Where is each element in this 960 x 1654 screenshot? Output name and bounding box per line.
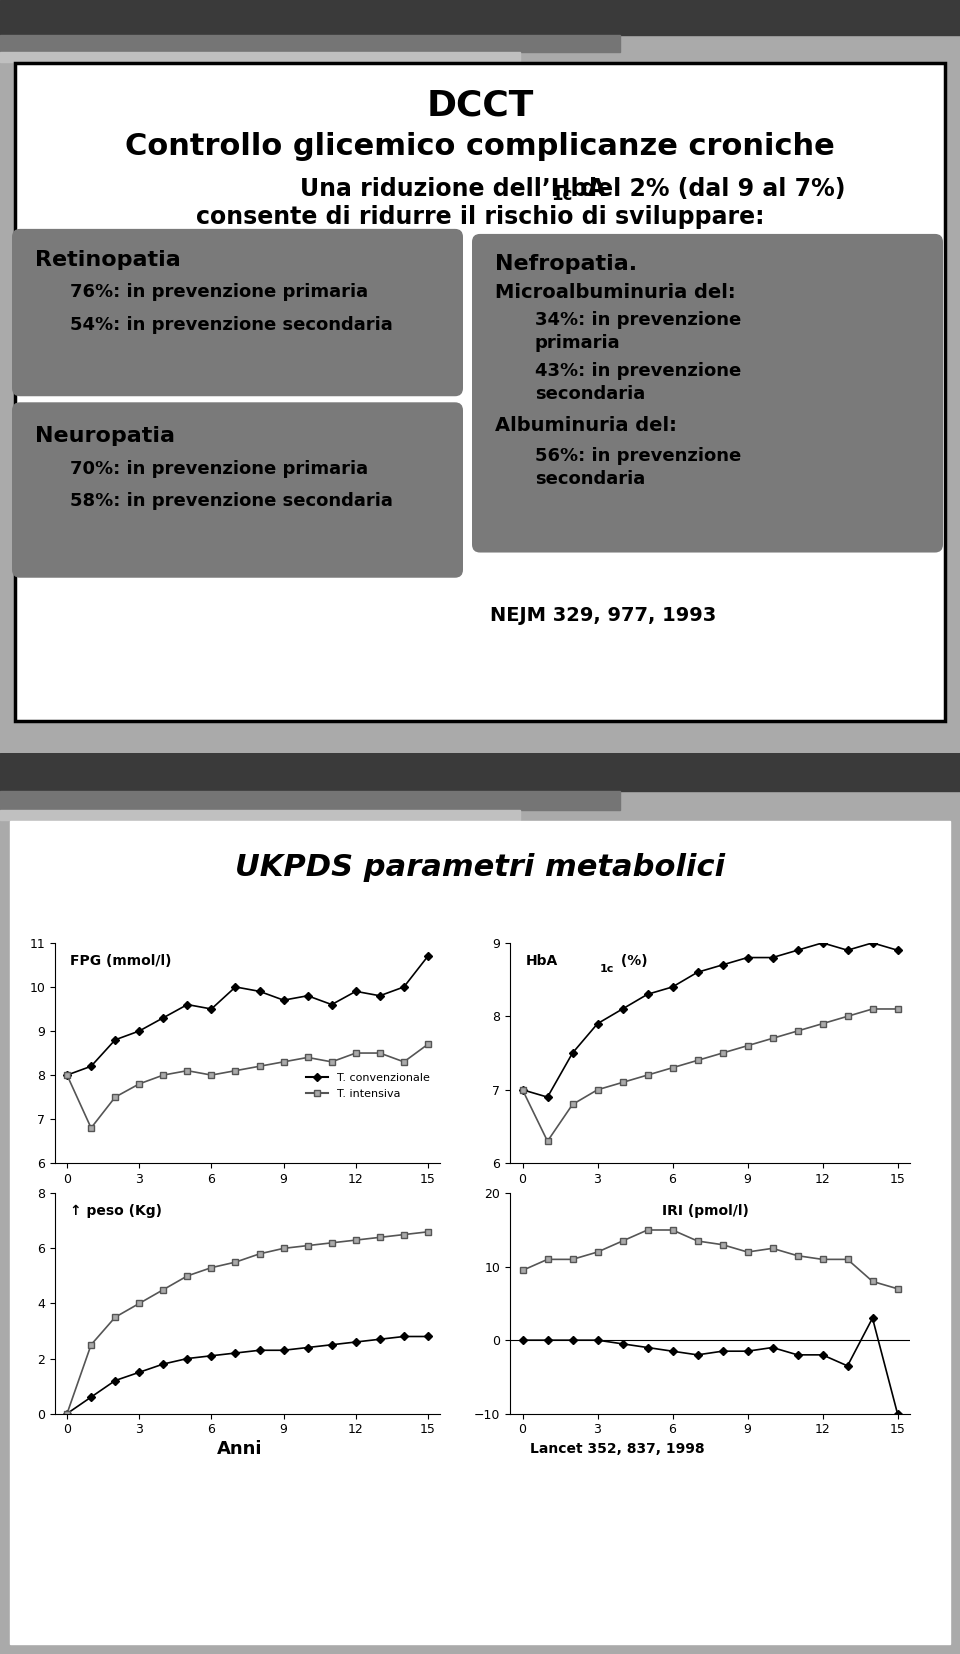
Text: Nefropatia.: Nefropatia.: [495, 255, 637, 275]
Text: 54%: in prevenzione secondaria: 54%: in prevenzione secondaria: [70, 316, 393, 334]
Text: UKPDS parametri metabolici: UKPDS parametri metabolici: [235, 853, 725, 882]
Text: 76%: in prevenzione primaria: 76%: in prevenzione primaria: [70, 283, 368, 301]
Text: Neuropatia: Neuropatia: [35, 425, 175, 445]
Text: 1c: 1c: [551, 185, 572, 203]
Text: Anni: Anni: [217, 1439, 263, 1457]
Text: 58%: in prevenzione secondaria: 58%: in prevenzione secondaria: [70, 493, 393, 509]
Bar: [15, 63, 945, 721]
Text: 43%: in prevenzione: 43%: in prevenzione: [535, 362, 741, 380]
Text: Albuminuria del:: Albuminuria del:: [495, 417, 677, 435]
FancyBboxPatch shape: [12, 402, 463, 577]
Text: 34%: in prevenzione: 34%: in prevenzione: [535, 311, 741, 329]
Text: ↑ peso (Kg): ↑ peso (Kg): [70, 1204, 162, 1219]
Text: Controllo glicemico complicanze croniche: Controllo glicemico complicanze croniche: [125, 132, 835, 160]
Text: 56%: in prevenzione: 56%: in prevenzione: [535, 447, 741, 465]
Text: consente di ridurre il rischio di sviluppare:: consente di ridurre il rischio di svilup…: [196, 205, 764, 228]
Text: (%): (%): [616, 954, 648, 968]
Bar: [0, 35, 620, 53]
Bar: [0, 53, 520, 61]
Bar: [0, 753, 960, 791]
Text: 1c: 1c: [600, 964, 614, 974]
Text: FPG (mmol/l): FPG (mmol/l): [70, 954, 172, 968]
Text: 70%: in prevenzione primaria: 70%: in prevenzione primaria: [70, 460, 368, 478]
Text: HbA: HbA: [526, 954, 559, 968]
Text: IRI (pmol/l): IRI (pmol/l): [662, 1204, 749, 1219]
Text: primaria: primaria: [535, 334, 620, 352]
Text: Lancet 352, 837, 1998: Lancet 352, 837, 1998: [530, 1442, 705, 1456]
FancyBboxPatch shape: [12, 228, 463, 397]
Bar: [0, 0, 960, 35]
Text: del 2% (dal 9 al 7%): del 2% (dal 9 al 7%): [572, 177, 846, 200]
Text: NEJM 329, 977, 1993: NEJM 329, 977, 1993: [490, 605, 716, 625]
FancyBboxPatch shape: [472, 233, 943, 552]
Bar: [0, 810, 520, 820]
Bar: [0, 791, 620, 810]
Text: secondaria: secondaria: [535, 470, 645, 488]
Text: Retinopatia: Retinopatia: [35, 250, 180, 270]
Text: secondaria: secondaria: [535, 385, 645, 404]
Text: DCCT: DCCT: [426, 89, 534, 122]
Legend: T. convenzionale, T. intensiva: T. convenzionale, T. intensiva: [301, 1068, 435, 1103]
Text: Microalbuminuria del:: Microalbuminuria del:: [495, 283, 735, 303]
Text: Una riduzione dell’HbA: Una riduzione dell’HbA: [300, 177, 606, 200]
Bar: [15, 63, 945, 721]
